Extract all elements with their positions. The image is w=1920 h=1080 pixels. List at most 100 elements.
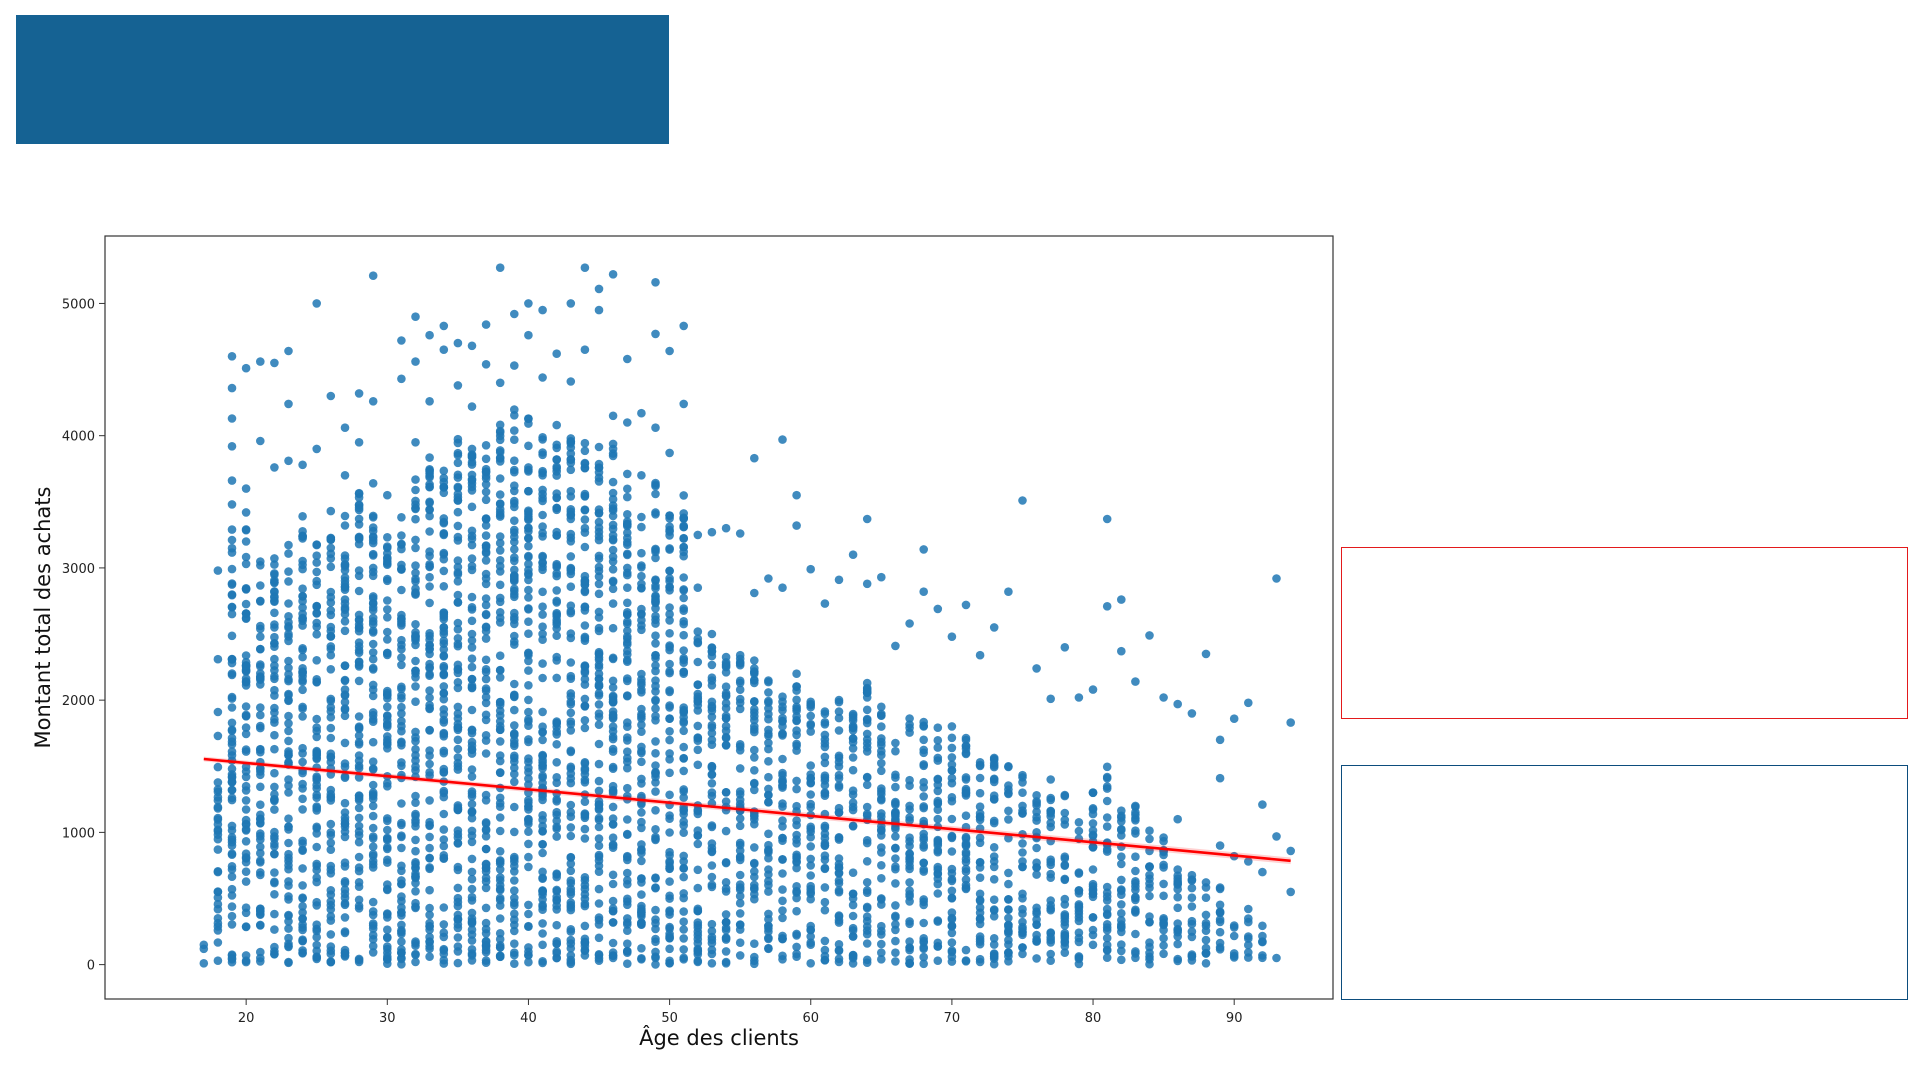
x-tick-label: 20 (238, 1011, 255, 1026)
data-point (848, 716, 858, 725)
data-point (1046, 806, 1055, 816)
data-point (425, 511, 434, 521)
data-point (354, 520, 364, 529)
data-point (608, 904, 618, 913)
data-point (1145, 948, 1154, 958)
data-point (919, 803, 928, 813)
data-point (510, 777, 519, 787)
data-point (637, 610, 646, 619)
data-point (1187, 902, 1197, 911)
data-point (862, 886, 872, 895)
data-point (227, 535, 237, 545)
data-point (439, 694, 449, 704)
data-point (848, 753, 858, 762)
data-point (679, 491, 688, 500)
data-point (764, 729, 773, 739)
data-point (312, 723, 322, 732)
data-point (594, 913, 604, 922)
data-point (397, 614, 406, 624)
data-point (552, 832, 561, 841)
data-point (834, 713, 844, 723)
data-point (877, 948, 886, 957)
data-point (1131, 801, 1140, 811)
data-point (1187, 927, 1197, 936)
data-point (284, 861, 293, 870)
data-point (580, 666, 590, 676)
data-point (933, 838, 943, 848)
data-point (227, 703, 237, 712)
data-point (397, 585, 406, 595)
data-point (637, 918, 646, 928)
data-point (735, 838, 745, 848)
data-point (411, 697, 420, 706)
data-point (1117, 885, 1126, 894)
data-point (1060, 894, 1070, 904)
data-point (608, 734, 618, 744)
data-point (1201, 893, 1211, 902)
data-point (326, 535, 336, 544)
data-point (241, 796, 251, 805)
data-point (792, 716, 801, 726)
data-point (1187, 883, 1197, 893)
data-point (326, 942, 336, 951)
data-point (284, 838, 293, 848)
data-point (707, 712, 717, 722)
data-point (368, 619, 378, 629)
data-point (679, 630, 688, 640)
data-point (623, 718, 632, 727)
data-point (735, 650, 745, 660)
data-point (637, 856, 646, 866)
data-point (495, 474, 505, 483)
data-point (1187, 709, 1197, 718)
data-point (397, 336, 406, 345)
data-point (905, 878, 914, 887)
data-point (411, 822, 420, 831)
data-point (679, 742, 688, 752)
data-point (524, 330, 533, 340)
data-point (284, 540, 293, 550)
data-point (538, 867, 547, 877)
data-point (552, 905, 561, 914)
data-point (580, 438, 590, 448)
data-point (453, 338, 463, 348)
data-point (495, 813, 505, 822)
data-point (383, 650, 392, 660)
data-point (354, 657, 364, 666)
data-point (453, 482, 463, 492)
data-point (227, 955, 237, 964)
data-point (284, 567, 293, 576)
data-point (1117, 595, 1126, 604)
data-point (608, 535, 618, 545)
data-point (566, 552, 576, 561)
data-point (580, 945, 590, 955)
data-point (1060, 808, 1070, 818)
data-point (820, 758, 830, 768)
data-point (891, 799, 900, 808)
data-point (481, 883, 491, 893)
data-point (735, 740, 745, 749)
data-point (1229, 921, 1239, 930)
data-point (312, 678, 322, 687)
data-point (411, 561, 420, 570)
data-point (1018, 894, 1027, 903)
data-point (312, 897, 322, 907)
data-point (1032, 935, 1041, 944)
data-point (227, 500, 237, 509)
data-point (623, 783, 632, 793)
data-point (651, 960, 660, 969)
data-point (298, 560, 307, 570)
data-point (411, 504, 420, 514)
data-point (227, 543, 237, 553)
data-point (227, 872, 237, 881)
data-point (425, 473, 434, 482)
data-point (411, 485, 420, 495)
data-point (1131, 677, 1140, 686)
data-point (411, 475, 420, 484)
data-point (312, 601, 322, 611)
data-point (919, 545, 928, 554)
data-point (397, 843, 406, 853)
data-point (651, 749, 660, 758)
data-point (411, 640, 420, 650)
data-point (467, 813, 477, 823)
data-point (453, 883, 463, 893)
